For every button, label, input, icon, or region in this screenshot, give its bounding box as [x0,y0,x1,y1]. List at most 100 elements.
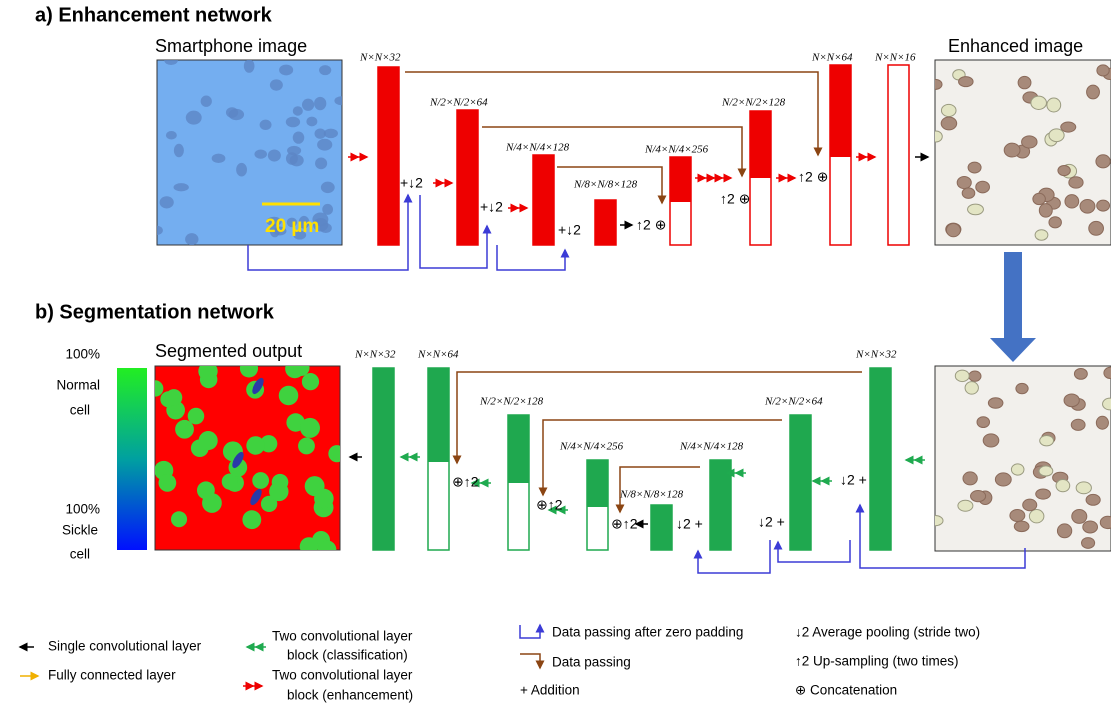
cell [987,397,1004,409]
cell [314,128,326,139]
cell [940,116,958,131]
cell [1082,520,1099,534]
cell [196,481,215,500]
cell [300,417,321,438]
cell [1081,537,1096,549]
cell [1068,176,1084,189]
operation: ↓2 + [676,516,703,532]
cell [323,128,338,139]
cell [1088,220,1104,236]
padding-connection [773,540,851,563]
layer-label: N/4×N/4×256 [559,441,624,453]
layer-fill [595,200,616,245]
colorbar [117,368,147,550]
legend-text: Data passing [552,655,631,670]
cell [1013,520,1030,533]
cell [982,433,1000,448]
cell [269,481,289,502]
operation: +↓2 [558,222,581,238]
cell [1079,198,1096,214]
cell [269,79,283,91]
cell [301,98,315,111]
cell [293,366,310,377]
cell [1095,415,1109,430]
layer-label: N×N×32 [354,349,396,361]
cell [975,180,990,194]
cell [1103,366,1111,380]
cell [298,215,310,229]
cell [1063,393,1080,408]
cell [334,96,342,106]
cell [269,223,280,238]
cell [185,233,199,245]
cell [173,183,189,192]
cell [285,116,301,128]
operation: ⊕↑2 [452,474,479,490]
layer-label: N/2×N/2×64 [764,396,823,408]
operation: ↓2 + [758,514,785,530]
cell [185,110,202,125]
cell [1060,121,1077,133]
cell [236,162,247,177]
legend-text: Two convolutional layer [272,629,413,644]
cell [961,187,976,199]
operation: ⊕↑2 [536,497,563,513]
cell [312,212,329,227]
legend-text: Fully connected layer [48,668,176,683]
skip-connection [557,166,667,205]
layer-fill [457,110,478,245]
cell [1096,199,1111,212]
layer-fill [830,65,851,157]
cell [170,511,188,528]
image-content [157,60,342,245]
skip-connection [405,71,823,157]
cell [1086,84,1100,100]
cell [225,107,239,118]
skip-connection [482,126,747,178]
cell [1017,75,1032,90]
operation: +↓2 [480,199,503,215]
image-content [935,64,1111,241]
cell [314,96,327,111]
cell [1003,142,1021,158]
cell [319,65,332,76]
cell [267,149,281,162]
cell [278,385,299,406]
legend-text: block (enhancement) [287,688,413,703]
layer-label: N×N×32 [855,349,897,361]
flow-arrow [990,252,1036,362]
operation: ↓2 + [840,472,867,488]
cell [1096,64,1110,77]
operation: ⊕↑2 [611,516,638,532]
cell [1064,194,1080,209]
cell [306,116,318,127]
operation: ↑2 ⊕ [720,191,750,207]
skip-connection [615,466,700,514]
cell [1032,192,1046,206]
cell [317,138,333,151]
scale-bar-label: 20 µm [265,216,319,237]
cell [175,419,194,439]
legend-text: ↑2 Up-sampling (two times) [795,654,959,669]
cell [1048,128,1065,143]
cell [1015,382,1029,395]
cell [994,472,1012,487]
cell [958,76,974,88]
cell [1038,465,1054,477]
cell [1099,515,1111,530]
layer-label: N×N×64 [811,52,853,64]
cell [1046,97,1062,113]
cell [1075,481,1092,495]
cell [1055,479,1071,493]
operation: ↑2 ⊕ [636,217,666,233]
cell [211,153,226,164]
skip-connection [538,419,782,497]
cell [976,416,991,429]
cell [964,381,979,395]
cell [1057,164,1071,177]
cell [259,119,272,131]
cell [1030,95,1047,110]
layer-label: N/2×N/2×64 [429,97,488,109]
cell [187,407,205,425]
layer-fill [670,157,691,202]
